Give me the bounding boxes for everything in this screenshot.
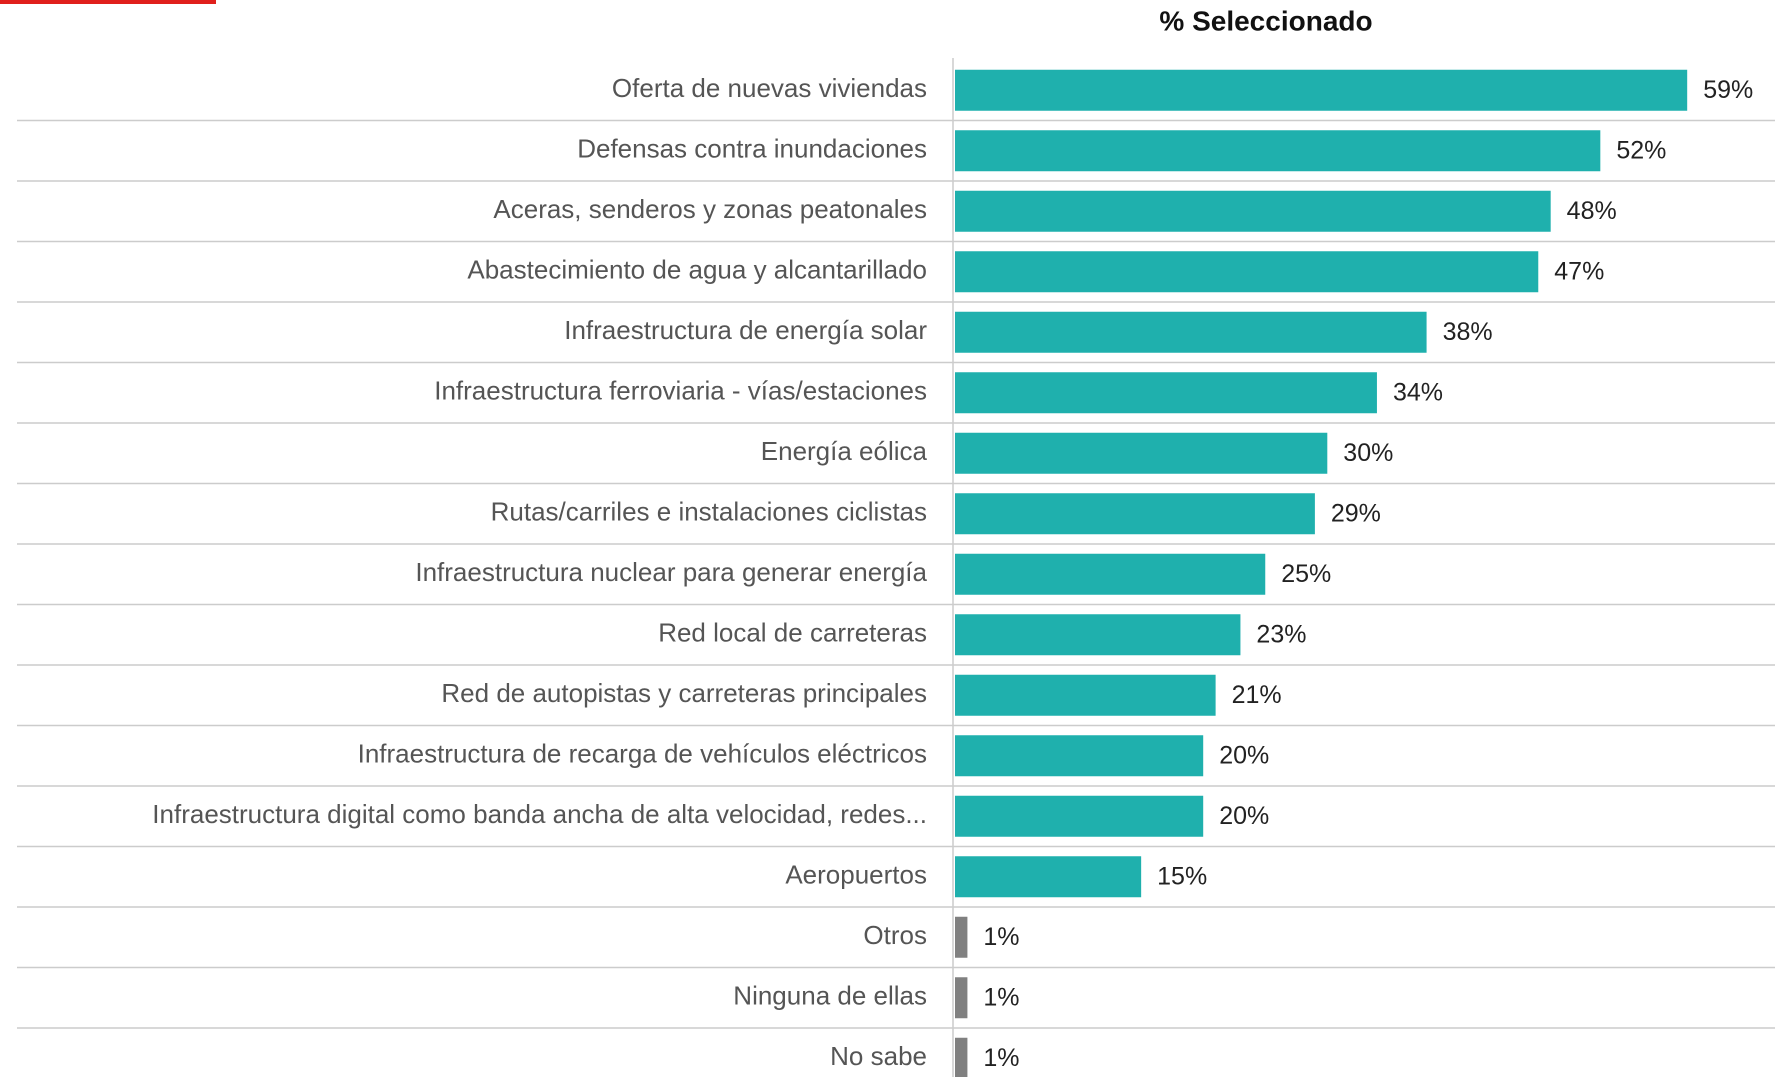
bar — [955, 493, 1315, 535]
value-label: 15% — [1157, 862, 1207, 890]
value-label: 25% — [1281, 560, 1331, 588]
bar — [955, 130, 1601, 172]
bar — [955, 856, 1142, 898]
category-label: Oferta de nuevas viviendas — [612, 73, 927, 103]
accent-bar — [0, 0, 216, 4]
chart-title: % Seleccionado — [1159, 5, 1372, 36]
value-label: 47% — [1554, 257, 1604, 285]
value-label: 23% — [1256, 620, 1306, 648]
category-label: Energía eólica — [761, 436, 928, 466]
category-label: Red local de carreteras — [658, 618, 927, 648]
value-label: 1% — [983, 1044, 1019, 1072]
bar — [955, 251, 1539, 293]
bar — [955, 190, 1551, 232]
category-label: Otros — [863, 920, 927, 950]
category-label: Infraestructura de recarga de vehículos … — [358, 739, 927, 769]
category-label: Red de autopistas y carreteras principal… — [441, 678, 927, 708]
value-label: 20% — [1219, 802, 1269, 830]
bar — [955, 1037, 968, 1077]
value-label: 52% — [1616, 136, 1666, 164]
category-label: Aceras, senderos y zonas peatonales — [493, 194, 927, 224]
bar — [955, 553, 1266, 595]
value-label: 48% — [1567, 197, 1617, 225]
category-label: Ninguna de ellas — [733, 981, 927, 1011]
value-label: 1% — [983, 983, 1019, 1011]
bar — [955, 372, 1377, 414]
value-label: 59% — [1703, 76, 1753, 104]
category-label: No sabe — [830, 1041, 927, 1071]
bar — [955, 977, 968, 1019]
category-label: Abastecimiento de agua y alcantarillado — [467, 255, 927, 285]
value-label: 20% — [1219, 741, 1269, 769]
bar — [955, 735, 1204, 777]
bar — [955, 311, 1427, 353]
category-label: Infraestructura ferroviaria - vías/estac… — [434, 376, 927, 406]
bar — [955, 614, 1241, 656]
value-label: 21% — [1232, 681, 1282, 709]
category-label: Infraestructura de energía solar — [564, 315, 927, 345]
category-label: Infraestructura digital como banda ancha… — [152, 799, 927, 829]
bar — [955, 916, 968, 958]
value-label: 29% — [1331, 499, 1381, 527]
category-label: Rutas/carriles e instalaciones ciclistas — [491, 497, 927, 527]
value-label: 38% — [1443, 318, 1493, 346]
category-label: Aeropuertos — [785, 860, 927, 890]
value-label: 34% — [1393, 378, 1443, 406]
value-label: 30% — [1343, 439, 1393, 467]
category-label: Infraestructura nuclear para generar ene… — [415, 557, 927, 587]
bar — [955, 674, 1216, 716]
bar — [955, 69, 1688, 111]
value-label: 1% — [983, 923, 1019, 951]
bar — [955, 795, 1204, 837]
bar — [955, 432, 1328, 474]
category-label: Defensas contra inundaciones — [577, 134, 927, 164]
